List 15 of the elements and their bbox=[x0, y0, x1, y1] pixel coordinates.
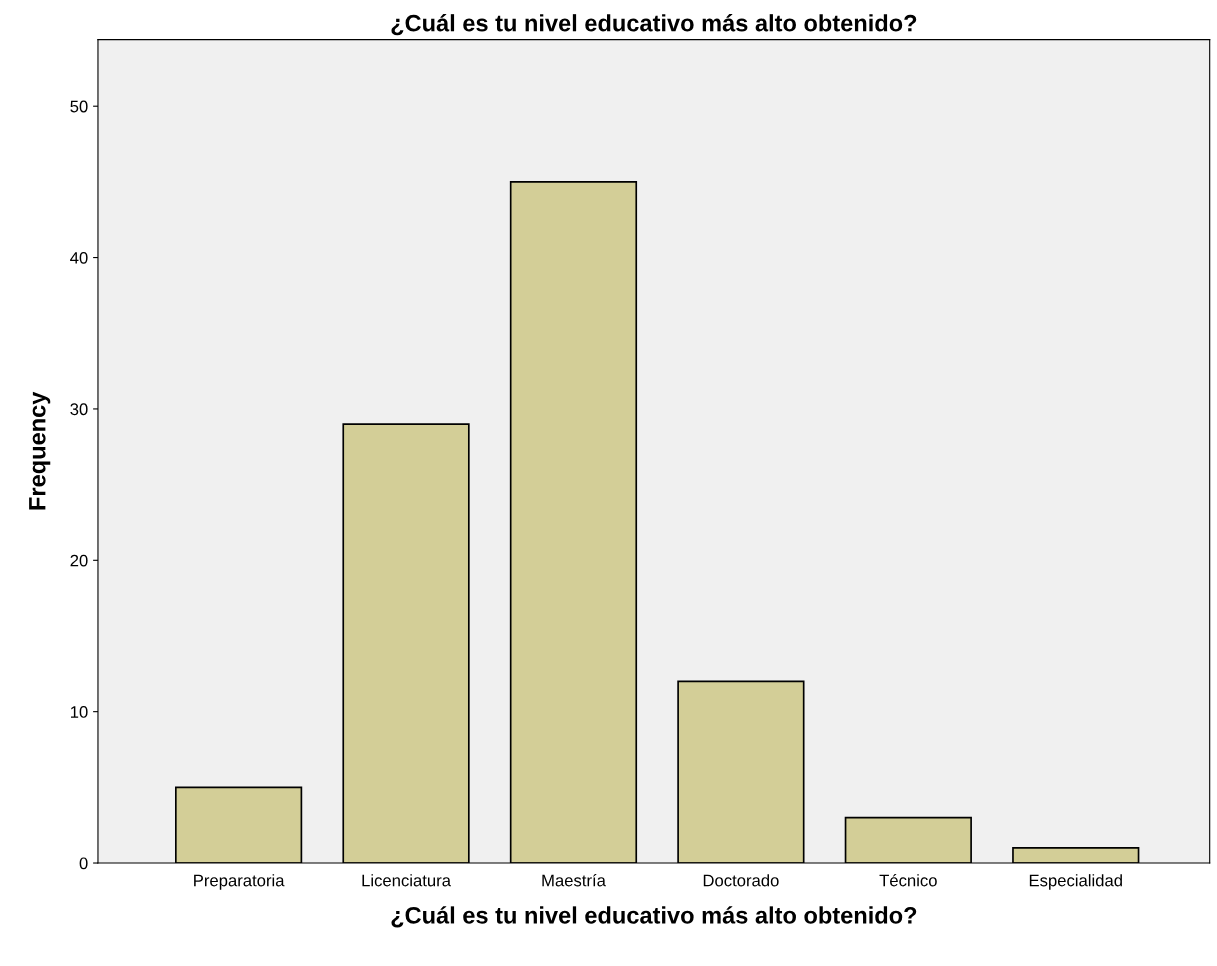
y-tick-label: 30 bbox=[70, 403, 88, 416]
y-tick-label: 50 bbox=[70, 100, 88, 113]
y-tick-label: 10 bbox=[70, 706, 88, 718]
y-axis-title: Frequency bbox=[29, 391, 51, 510]
y-tick-label: 20 bbox=[70, 554, 88, 567]
x-axis-title: ¿Cuál es tu nivel educativo más alto obtenido? bbox=[391, 906, 917, 928]
x-tick-label: Preparatoria bbox=[194, 874, 285, 890]
x-tick-label: Doctorado bbox=[703, 874, 779, 887]
y-tick-label: 0 bbox=[79, 857, 88, 870]
chart-title: ¿Cuál es tu nivel educativo más alto obtenido? bbox=[391, 13, 917, 36]
x-tick-label: Licenciatura bbox=[362, 874, 451, 887]
x-tick-label: Especialidad bbox=[1029, 874, 1122, 890]
x-tick-label: Maestría bbox=[542, 873, 606, 887]
y-tick-label: 40 bbox=[70, 251, 88, 264]
x-tick-label: Técnico bbox=[879, 873, 937, 887]
